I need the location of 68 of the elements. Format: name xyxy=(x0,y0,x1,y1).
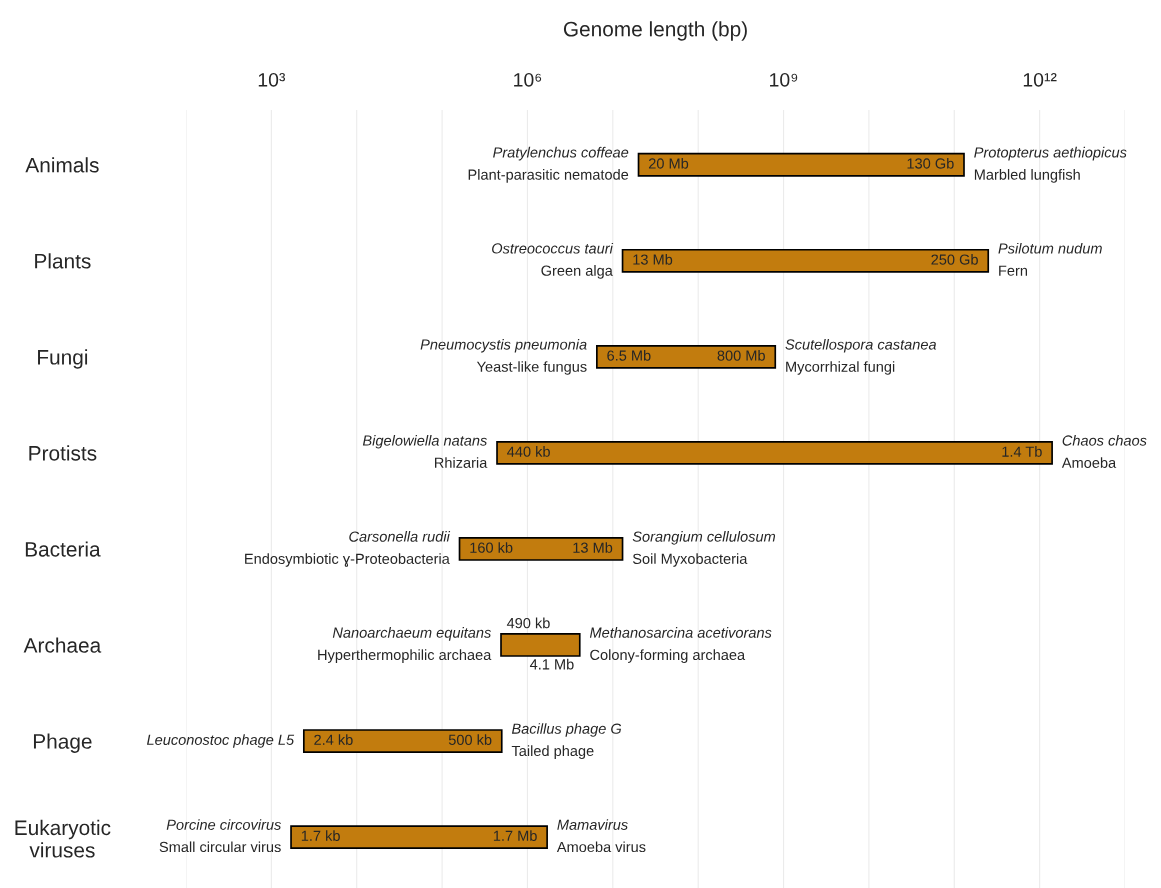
annotation: Hyperthermophilic archaea xyxy=(318,649,492,663)
annotation: 1.7 Mb xyxy=(493,830,537,842)
annotation: 250 Gb xyxy=(931,254,978,265)
bar xyxy=(496,441,1053,465)
y-tick-label: Fungi xyxy=(38,349,88,369)
annotation: Mycorrhizal fungi xyxy=(786,361,895,375)
annotation: Plant-parasitic nematode xyxy=(468,169,629,183)
bar xyxy=(621,248,990,273)
annotation: Yeast-like fungus xyxy=(476,361,587,375)
annotation: Bacillus phage G xyxy=(511,723,622,737)
annotation: Scutellospora castanea xyxy=(785,338,937,353)
annotation: 1.7 kb xyxy=(301,830,340,842)
annotation: Amoeba virus xyxy=(556,841,646,853)
x-tick-label: 10⁹ xyxy=(770,72,798,87)
y-tick-label: Bacteria xyxy=(25,541,101,557)
annotation: Carsonella rudii xyxy=(349,531,451,542)
annotation: Fern xyxy=(999,265,1027,276)
annotation: 13 Mb xyxy=(633,254,673,265)
bar xyxy=(500,633,581,657)
annotation: 440 kb xyxy=(507,446,550,457)
annotation: Green alga xyxy=(541,265,613,279)
annotation: 6.5 Mb xyxy=(607,350,651,361)
annotation: 490 kb xyxy=(506,617,550,629)
bar xyxy=(596,344,777,369)
annotation: Protopterus aethiopicus xyxy=(974,146,1127,161)
x-tick-label: 10³ xyxy=(258,72,286,87)
annotation: Rhizaria xyxy=(435,457,488,468)
annotation: 500 kb xyxy=(448,734,492,745)
annotation: 1.4 Tb xyxy=(1002,446,1042,457)
y-tick-label: Eukaryotic viruses xyxy=(15,819,111,858)
annotation: Sorangium cellulosum xyxy=(632,531,776,545)
annotation: 20 Mb xyxy=(648,157,689,169)
x-axis-title: Genome length (bp) xyxy=(563,21,747,41)
annotation: Tailed phage xyxy=(511,745,594,759)
annotation: Pneumocystis pneumonia xyxy=(420,338,587,353)
annotation: Ostreococcus tauri xyxy=(492,242,614,254)
annotation: Marbled lungfish xyxy=(974,169,1080,183)
annotation: 800 Mb xyxy=(717,350,765,361)
annotation: Chaos chaos xyxy=(1062,434,1147,446)
bar xyxy=(290,825,548,849)
annotation: 13 Mb xyxy=(573,542,613,553)
x-tick-label: 10¹² xyxy=(1023,72,1057,87)
annotation: Mamavirus xyxy=(557,819,628,830)
annotation: Porcine circovirus xyxy=(166,819,282,830)
annotation: Endosymbiotic ɣ-Proteobacteria xyxy=(245,553,450,567)
annotation: Soil Myxobacteria xyxy=(632,553,748,567)
annotation: Methanosarcina acetivorans xyxy=(589,627,772,638)
bar xyxy=(302,729,503,753)
annotation: Leuconostoc phage L5 xyxy=(146,734,295,748)
annotation: Psilotum nudum xyxy=(998,242,1102,254)
annotation: Pratylenchus coffeae xyxy=(493,146,629,161)
annotation: 160 kb xyxy=(470,542,513,553)
bar xyxy=(637,152,965,177)
annotation: 4.1 Mb xyxy=(529,658,574,670)
bar xyxy=(458,537,624,561)
annotation: Colony-forming archaea xyxy=(590,649,746,663)
annotation: Small circular virus xyxy=(159,841,281,853)
annotation: 130 Gb xyxy=(907,157,954,169)
annotation: Nanoarchaeum equitans xyxy=(332,627,491,641)
annotation: Bigelowiella natans xyxy=(362,434,487,449)
y-tick-label: Protists xyxy=(29,445,97,461)
y-tick-label: Archaea xyxy=(23,637,102,653)
y-tick-label: Phage xyxy=(33,733,92,753)
y-tick-label: Plants xyxy=(35,253,91,269)
y-tick-label: Animals xyxy=(25,157,99,173)
annotation: Amoeba xyxy=(1061,457,1117,468)
x-tick-label: 10⁶ xyxy=(514,72,542,87)
annotation: 2.4 kb xyxy=(314,734,353,745)
